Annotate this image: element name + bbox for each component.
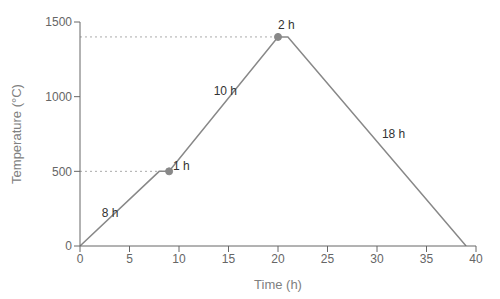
svg-text:1000: 1000 xyxy=(45,90,72,104)
svg-text:2 h: 2 h xyxy=(278,18,295,32)
svg-text:25: 25 xyxy=(321,252,335,266)
svg-text:Temperature (°C): Temperature (°C) xyxy=(9,84,24,184)
svg-text:0: 0 xyxy=(77,252,84,266)
svg-text:20: 20 xyxy=(271,252,285,266)
svg-text:8 h: 8 h xyxy=(102,206,119,220)
svg-text:18 h: 18 h xyxy=(382,127,405,141)
svg-text:500: 500 xyxy=(52,165,72,179)
svg-text:10 h: 10 h xyxy=(214,84,237,98)
svg-text:10: 10 xyxy=(172,252,186,266)
svg-text:35: 35 xyxy=(420,252,434,266)
svg-text:1500: 1500 xyxy=(45,15,72,29)
svg-text:5: 5 xyxy=(126,252,133,266)
svg-text:15: 15 xyxy=(222,252,236,266)
svg-text:40: 40 xyxy=(469,252,483,266)
svg-text:1 h: 1 h xyxy=(173,159,190,173)
svg-text:0: 0 xyxy=(65,239,72,253)
svg-text:30: 30 xyxy=(370,252,384,266)
svg-text:Time (h): Time (h) xyxy=(254,277,302,292)
